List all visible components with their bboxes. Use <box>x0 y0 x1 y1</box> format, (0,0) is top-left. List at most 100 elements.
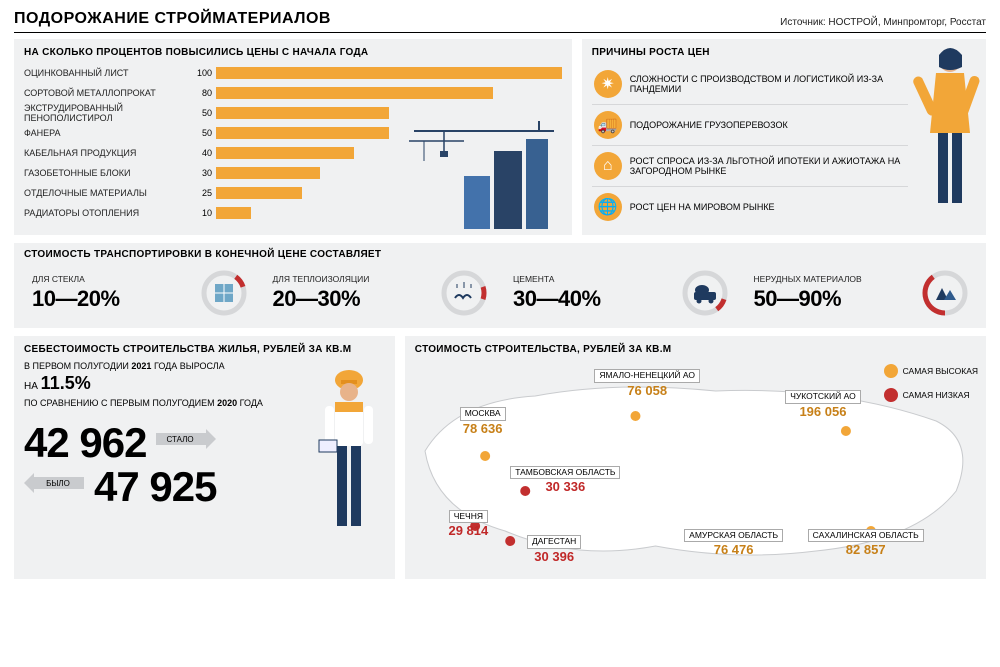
region-value: 78 636 <box>463 421 503 436</box>
region-name: ТАМБОВСКАЯ ОБЛАСТЬ <box>510 466 620 479</box>
price-increase-title: НА СКОЛЬКО ПРОЦЕНТОВ ПОВЫСИЛИСЬ ЦЕНЫ С Н… <box>24 47 562 58</box>
region-label: ЧУКОТСКИЙ АО196 056 <box>785 390 861 419</box>
cost-line1: В ПЕРВОМ ПОЛУГОДИИ 2021 ГОДА ВЫРОСЛА <box>24 361 385 371</box>
region-name: САХАЛИНСКАЯ ОБЛАСТЬ <box>808 529 924 542</box>
reasons-title: ПРИЧИНЫ РОСТА ЦЕН <box>592 47 908 58</box>
region-name: ЧЕЧНЯ <box>449 510 488 523</box>
region-value: 30 336 <box>545 479 585 494</box>
bar-value: 80 <box>194 88 216 98</box>
region-value: 76 058 <box>627 383 667 398</box>
region-label: ЯМАЛО-НЕНЕЦКИЙ АО76 058 <box>594 369 700 398</box>
arrow-was-icon: БЫЛО <box>24 473 84 501</box>
map-title: СТОИМОСТЬ СТРОИТЕЛЬСТВА, РУБЛЕЙ ЗА КВ.М <box>415 344 976 355</box>
transport-card: НЕРУДНЫХ МАТЕРИАЛОВ 50—90% <box>746 264 977 322</box>
truck-icon: 🚚 <box>594 111 622 139</box>
bar-label: СОРТОВОЙ МЕТАЛЛОПРОКАТ <box>24 88 194 98</box>
cost-title: СЕБЕСТОИМОСТЬ СТРОИТЕЛЬСТВА ЖИЛЬЯ, РУБЛЕ… <box>24 344 385 355</box>
region-name: ЯМАЛО-НЕНЕЦКИЙ АО <box>594 369 700 382</box>
dial-icon <box>922 270 968 316</box>
reasons-list: ✷ СЛОЖНОСТИ С ПРОИЗВОДСТВОМ И ЛОГИСТИКОЙ… <box>592 64 908 227</box>
region-value: 82 857 <box>846 542 886 557</box>
bar-value: 100 <box>194 68 216 78</box>
reason-item: ⌂ РОСТ СПРОСА ИЗ-ЗА ЛЬГОТНОЙ ИПОТЕКИ И А… <box>592 146 908 187</box>
bar-label: ФАНЕРА <box>24 128 194 138</box>
transport-label: ДЛЯ ТЕПЛОИЗОЛЯЦИИ <box>273 274 436 284</box>
transport-label: ДЛЯ СТЕКЛА <box>32 274 195 284</box>
page-title: ПОДОРОЖАНИЕ СТРОЙМАТЕРИАЛОВ <box>14 10 331 28</box>
region-label: АМУРСКАЯ ОБЛАСТЬ76 476 <box>684 529 783 558</box>
reason-text: СЛОЖНОСТИ С ПРОИЗВОДСТВОМ И ЛОГИСТИКОЙ И… <box>630 74 906 94</box>
region-name: АМУРСКАЯ ОБЛАСТЬ <box>684 529 783 542</box>
region-label: ДАГЕСТАН30 396 <box>527 535 581 564</box>
price-increase-bars: ОЦИНКОВАННЫЙ ЛИСТ 100 СОРТОВОЙ МЕТАЛЛОПР… <box>24 64 562 222</box>
transport-panel: СТОИМОСТЬ ТРАНСПОРТИРОВКИ В КОНЕЧНОЙ ЦЕН… <box>14 243 986 328</box>
reasons-panel: ПРИЧИНЫ РОСТА ЦЕН ✷ СЛОЖНОСТИ С ПРОИЗВОД… <box>582 39 986 235</box>
cost-pct: НА 11.5% <box>24 373 385 394</box>
region-label: ЧЕЧНЯ29 814 <box>448 510 488 539</box>
virus-icon: ✷ <box>594 70 622 98</box>
header: ПОДОРОЖАНИЕ СТРОЙМАТЕРИАЛОВ Источник: НО… <box>14 10 986 33</box>
region-name: ЧУКОТСКИЙ АО <box>785 390 861 403</box>
region-label: ТАМБОВСКАЯ ОБЛАСТЬ30 336 <box>510 466 620 495</box>
transport-range: 20—30% <box>273 286 436 312</box>
cost-line2: ПО СРАВНЕНИЮ С ПЕРВЫМ ПОЛУГОДИЕМ 2020 ГО… <box>24 398 385 408</box>
dial-icon <box>201 270 247 316</box>
woman-icon <box>912 43 982 213</box>
bar-value: 40 <box>194 148 216 158</box>
reason-item: 🚚 ПОДОРОЖАНИЕ ГРУЗОПЕРЕВОЗОК <box>592 105 908 146</box>
region-value: 76 476 <box>714 542 754 557</box>
bar-row: ОЦИНКОВАННЫЙ ЛИСТ 100 <box>24 64 562 82</box>
transport-card: ДЛЯ СТЕКЛА 10—20% <box>24 264 255 322</box>
dial-icon <box>441 270 487 316</box>
region-value: 196 056 <box>799 404 846 419</box>
bar-label: ОТДЕЛОЧНЫЕ МАТЕРИАЛЫ <box>24 188 194 198</box>
bar-value: 50 <box>194 128 216 138</box>
transport-card: ДЛЯ ТЕПЛОИЗОЛЯЦИИ 20—30% <box>265 264 496 322</box>
bar-label: КАБЕЛЬНАЯ ПРОДУКЦИЯ <box>24 148 194 158</box>
bar-row: СОРТОВОЙ МЕТАЛЛОПРОКАТ 80 <box>24 84 562 102</box>
reason-item: ✷ СЛОЖНОСТИ С ПРОИЗВОДСТВОМ И ЛОГИСТИКОЙ… <box>592 64 908 105</box>
bar-label: ЭКСТРУДИРОВАННЫЙ ПЕНОПОЛИСТИРОЛ <box>24 103 194 123</box>
region-name: МОСКВА <box>460 407 506 420</box>
cost-panel: СЕБЕСТОИМОСТЬ СТРОИТЕЛЬСТВА ЖИЛЬЯ, РУБЛЕ… <box>14 336 395 579</box>
region-label: МОСКВА78 636 <box>460 407 506 436</box>
bar-label: ОЦИНКОВАННЫЙ ЛИСТ <box>24 68 194 78</box>
svg-text:СТАЛО: СТАЛО <box>167 435 194 444</box>
bar-value: 50 <box>194 108 216 118</box>
transport-title: СТОИМОСТЬ ТРАНСПОРТИРОВКИ В КОНЕЧНОЙ ЦЕН… <box>24 249 976 260</box>
transport-card: ЦЕМЕНТА 30—40% <box>505 264 736 322</box>
bar-row: ЭКСТРУДИРОВАННЫЙ ПЕНОПОЛИСТИРОЛ 50 <box>24 104 562 122</box>
dial-icon <box>682 270 728 316</box>
region-value: 29 814 <box>448 523 488 538</box>
price-increase-panel: НА СКОЛЬКО ПРОЦЕНТОВ ПОВЫСИЛИСЬ ЦЕНЫ С Н… <box>14 39 572 235</box>
region-label: САХАЛИНСКАЯ ОБЛАСТЬ82 857 <box>808 529 924 558</box>
bar-value: 10 <box>194 208 216 218</box>
source-text: Источник: НОСТРОЙ, Минпромторг, Росстат <box>780 17 986 28</box>
transport-range: 10—20% <box>32 286 195 312</box>
transport-range: 50—90% <box>754 286 917 312</box>
bar-row: РАДИАТОРЫ ОТОПЛЕНИЯ 10 <box>24 204 562 222</box>
bar-row: КАБЕЛЬНАЯ ПРОДУКЦИЯ 40 <box>24 144 562 162</box>
arrow-now-icon: СТАЛО <box>156 429 216 457</box>
reason-item: 🌐 РОСТ ЦЕН НА МИРОВОМ РЫНКЕ <box>592 187 908 227</box>
bar-value: 25 <box>194 188 216 198</box>
svg-text:БЫЛО: БЫЛО <box>46 479 70 488</box>
transport-label: НЕРУДНЫХ МАТЕРИАЛОВ <box>754 274 917 284</box>
reason-text: РОСТ ЦЕН НА МИРОВОМ РЫНКЕ <box>630 202 775 212</box>
reason-text: РОСТ СПРОСА ИЗ-ЗА ЛЬГОТНОЙ ИПОТЕКИ И АЖИ… <box>630 156 906 176</box>
cost-now-value: 47 925 <box>94 466 216 508</box>
cost-was-value: 42 962 <box>24 422 146 464</box>
transport-cards: ДЛЯ СТЕКЛА 10—20% ДЛЯ ТЕПЛОИЗОЛЯЦИИ 20—3… <box>24 264 976 322</box>
region-value: 30 396 <box>534 549 574 564</box>
map-panel: СТОИМОСТЬ СТРОИТЕЛЬСТВА, РУБЛЕЙ ЗА КВ.М … <box>405 336 986 579</box>
bar-label: РАДИАТОРЫ ОТОПЛЕНИЯ <box>24 208 194 218</box>
region-name: ДАГЕСТАН <box>527 535 581 548</box>
map-wrap: МОСКВА78 636 ЯМАЛО-НЕНЕЦКИЙ АО76 058 ЧУКОТ… <box>415 361 976 571</box>
bar-value: 30 <box>194 168 216 178</box>
bar-label: ГАЗОБЕТОННЫЕ БЛОКИ <box>24 168 194 178</box>
bar-row: ГАЗОБЕТОННЫЕ БЛОКИ 30 <box>24 164 562 182</box>
transport-label: ЦЕМЕНТА <box>513 274 676 284</box>
house-icon: ⌂ <box>594 152 622 180</box>
transport-range: 30—40% <box>513 286 676 312</box>
bar-row: ФАНЕРА 50 <box>24 124 562 142</box>
